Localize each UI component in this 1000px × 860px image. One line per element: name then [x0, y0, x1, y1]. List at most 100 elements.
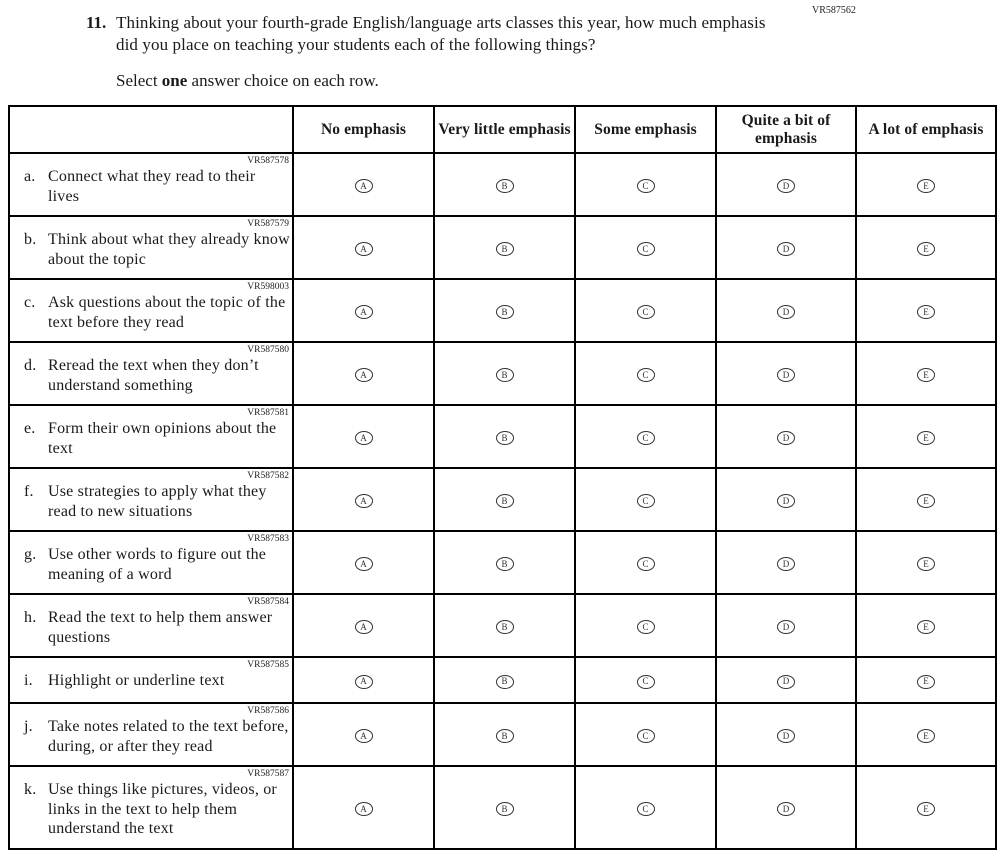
option-cell: E: [855, 151, 997, 218]
answer-bubble-c[interactable]: C: [636, 494, 655, 509]
answer-bubble-a[interactable]: A: [354, 368, 373, 383]
answer-bubble-a[interactable]: A: [354, 179, 373, 194]
row-label: j. Take notes related to the text before,…: [10, 717, 292, 765]
answer-bubble-b[interactable]: B: [495, 242, 514, 257]
answer-bubble-e[interactable]: E: [917, 305, 935, 320]
answer-bubble-c[interactable]: C: [636, 557, 655, 572]
question-number: 11.: [86, 13, 107, 32]
option-cell: B: [433, 151, 576, 218]
answer-bubble-a[interactable]: A: [354, 557, 373, 572]
option-cell: D: [715, 593, 857, 659]
answer-bubble-c[interactable]: C: [636, 305, 655, 320]
answer-bubble-c[interactable]: C: [636, 179, 655, 194]
answer-bubble-d[interactable]: D: [777, 179, 795, 194]
answer-bubble-d[interactable]: D: [777, 431, 795, 446]
option-cell: A: [292, 530, 435, 596]
answer-bubble-b[interactable]: B: [495, 729, 514, 744]
answer-bubble-b[interactable]: B: [495, 802, 514, 817]
answer-bubble-c[interactable]: C: [636, 368, 655, 383]
answer-bubble-e[interactable]: E: [917, 179, 935, 194]
row-text: Use strategies to apply what they read t…: [48, 483, 267, 520]
answer-bubble-c[interactable]: C: [636, 729, 655, 744]
row-letter: j.: [24, 718, 33, 736]
row-label: f. Use strategies to apply what they read…: [10, 482, 292, 530]
question-body: Thinking about your fourth-grade English…: [116, 12, 786, 91]
row-label-cell: VR587580 d. Reread the text when they don…: [8, 341, 294, 407]
answer-bubble-b[interactable]: B: [495, 431, 514, 446]
answer-bubble-a[interactable]: A: [354, 431, 373, 446]
answer-bubble-c[interactable]: C: [636, 242, 655, 257]
option-cell: C: [574, 656, 717, 705]
answer-bubble-d[interactable]: D: [777, 802, 795, 817]
answer-bubble-c[interactable]: C: [636, 802, 655, 817]
option-cell: E: [855, 341, 997, 407]
option-cell: D: [715, 702, 857, 768]
option-cell: C: [574, 278, 717, 344]
table-row-b: VR587579 b. Think about what they already…: [8, 215, 997, 281]
answer-bubble-c[interactable]: C: [636, 431, 655, 446]
answer-bubble-e[interactable]: E: [917, 368, 935, 383]
answer-bubble-a[interactable]: A: [354, 674, 373, 689]
row-vr-code: VR587587: [247, 769, 289, 780]
option-cell: E: [855, 765, 997, 850]
answer-bubble-d[interactable]: D: [777, 494, 795, 509]
row-text: Use other words to figure out the meanin…: [48, 546, 267, 583]
answer-bubble-b[interactable]: B: [495, 620, 514, 635]
option-cell: E: [855, 278, 997, 344]
answer-bubble-d[interactable]: D: [777, 674, 795, 689]
answer-bubble-a[interactable]: A: [354, 802, 373, 817]
answer-bubble-e[interactable]: E: [917, 431, 935, 446]
answer-bubble-c[interactable]: C: [636, 620, 655, 635]
table-row-e: VR587581 e. Form their own opinions about…: [8, 404, 997, 470]
option-cell: C: [574, 215, 717, 281]
option-cell: D: [715, 151, 857, 218]
row-label: i. Highlight or underline text: [10, 671, 292, 700]
option-cell: E: [855, 404, 997, 470]
option-cell: B: [433, 467, 576, 533]
answer-bubble-a[interactable]: A: [354, 729, 373, 744]
option-cell: A: [292, 215, 435, 281]
option-cell: B: [433, 530, 576, 596]
option-cell: E: [855, 215, 997, 281]
option-cell: D: [715, 467, 857, 533]
answer-bubble-b[interactable]: B: [495, 557, 514, 572]
answer-bubble-b[interactable]: B: [495, 305, 514, 320]
option-cell: B: [433, 404, 576, 470]
answer-bubble-e[interactable]: E: [917, 802, 935, 817]
row-text: Use things like pictures, videos, or lin…: [48, 781, 277, 838]
answer-bubble-a[interactable]: A: [354, 305, 373, 320]
option-cell: A: [292, 702, 435, 768]
option-cell: A: [292, 278, 435, 344]
question-block: 11. Thinking about your fourth-grade Eng…: [86, 12, 786, 91]
answer-bubble-d[interactable]: D: [777, 620, 795, 635]
answer-bubble-e[interactable]: E: [917, 557, 935, 572]
answer-bubble-a[interactable]: A: [354, 494, 373, 509]
row-label-cell: VR587584 h. Read the text to help them an…: [8, 593, 294, 659]
answer-bubble-e[interactable]: E: [917, 729, 935, 744]
answer-bubble-c[interactable]: C: [636, 674, 655, 689]
row-label-cell: VR587583 g. Use other words to figure out…: [8, 530, 294, 596]
row-vr-code: VR587578: [247, 156, 289, 166]
answer-bubble-d[interactable]: D: [777, 368, 795, 383]
answer-bubble-d[interactable]: D: [777, 557, 795, 572]
option-cell: B: [433, 702, 576, 768]
answer-bubble-a[interactable]: A: [354, 242, 373, 257]
answer-bubble-d[interactable]: D: [777, 729, 795, 744]
answer-bubble-b[interactable]: B: [495, 368, 514, 383]
answer-bubble-b[interactable]: B: [495, 674, 514, 689]
answer-bubble-d[interactable]: D: [777, 242, 795, 257]
answer-bubble-d[interactable]: D: [777, 305, 795, 320]
column-header-very-little-emphasis: Very little emphasis: [433, 105, 576, 154]
row-label-cell: VR587587 k. Use things like pictures, vid…: [8, 765, 294, 850]
row-letter: g.: [24, 546, 37, 564]
answer-bubble-e[interactable]: E: [917, 242, 935, 257]
row-text: Ask questions about the topic of the tex…: [48, 294, 286, 331]
answer-bubble-e[interactable]: E: [917, 494, 935, 509]
answer-bubble-e[interactable]: E: [917, 674, 935, 689]
answer-bubble-e[interactable]: E: [917, 620, 935, 635]
answer-bubble-b[interactable]: B: [495, 179, 514, 194]
answer-bubble-b[interactable]: B: [495, 494, 514, 509]
answer-bubble-a[interactable]: A: [354, 620, 373, 635]
row-letter: b.: [24, 231, 37, 249]
